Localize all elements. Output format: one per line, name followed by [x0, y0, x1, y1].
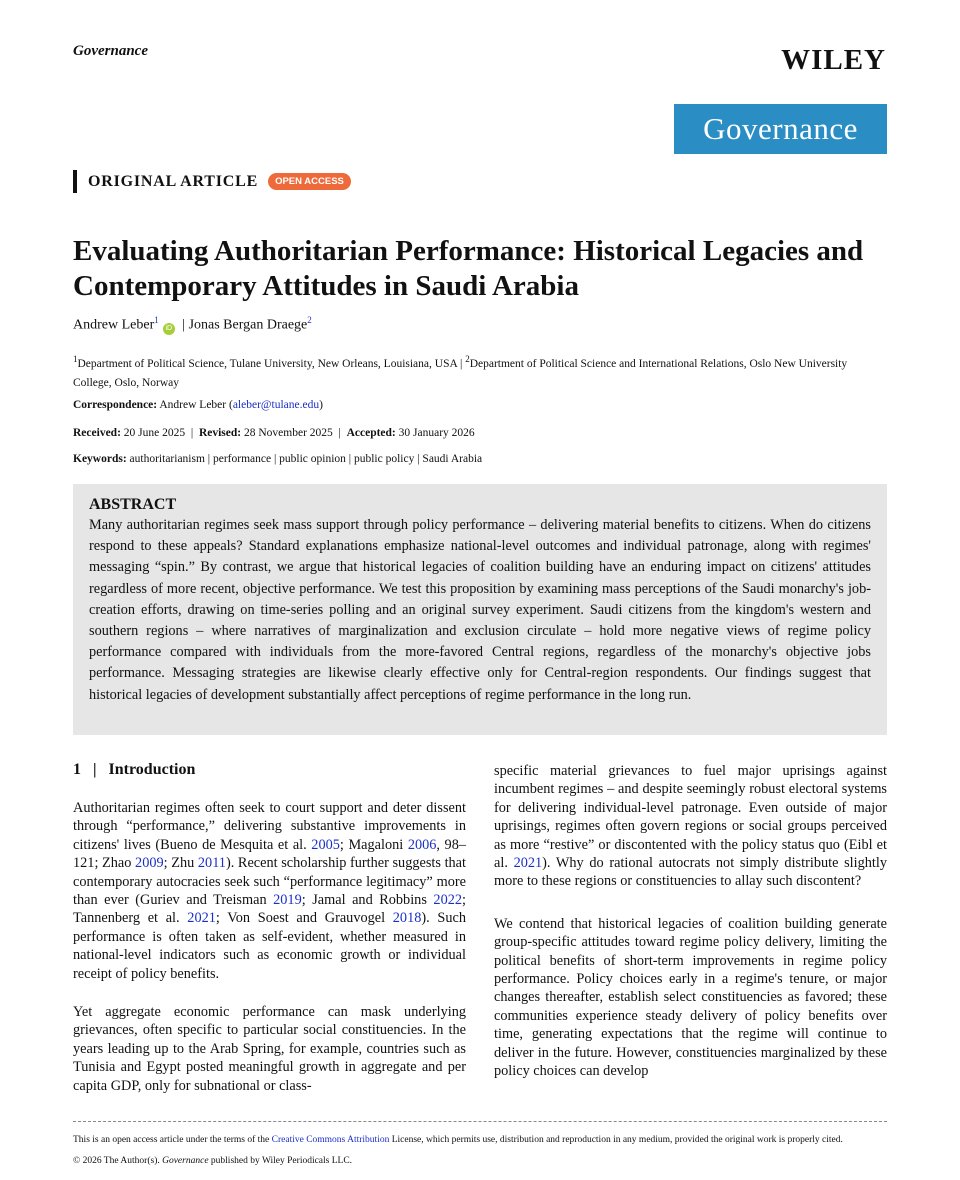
keyword: public policy: [353, 453, 415, 465]
keyword: Saudi Arabia: [422, 453, 483, 465]
right-column: specific material grievances to fuel maj…: [494, 762, 887, 1081]
citation-link[interactable]: 2022: [433, 892, 463, 909]
copyright-journal: Governance: [162, 1156, 209, 1166]
body-paragraph: Yet aggregate economic performance can m…: [73, 1003, 466, 1095]
date-label: Received:: [73, 427, 121, 439]
copyright-text: © 2026 The Author(s).: [73, 1156, 163, 1166]
citation-link[interactable]: 2018: [392, 910, 422, 927]
citation-link[interactable]: 2021: [187, 910, 216, 927]
citation-link[interactable]: 2019: [273, 892, 302, 909]
footer: This is an open access article under the…: [73, 1131, 888, 1170]
affiliation-ref[interactable]: 2: [307, 315, 312, 325]
citation-link[interactable]: 2005: [311, 836, 340, 853]
author-name: Jonas Bergan Draege: [188, 317, 308, 333]
article-title: Evaluating Authoritarian Performance: Hi…: [73, 235, 864, 302]
affiliation-ref[interactable]: 1: [154, 315, 159, 325]
license-text: License, which permits use, distribution…: [389, 1135, 843, 1145]
date-label: Accepted:: [346, 427, 396, 439]
affiliation-number: 1: [73, 354, 78, 364]
article-dates: Received: 20 June 2025 | Revised: 28 Nov…: [73, 427, 475, 439]
section-heading: 1 | Introduction: [73, 761, 196, 778]
article-type-row: ORIGINAL ARTICLE OPEN ACCESS: [73, 170, 351, 193]
article-type-bar: [73, 170, 77, 193]
abstract-text: Many authoritarian regimes seek mass sup…: [89, 517, 871, 703]
body-text: , 98–121; Zhao: [73, 836, 467, 872]
wiley-logo: WILEY: [781, 44, 886, 76]
affiliation: Department of Political Science and Inte…: [73, 357, 848, 389]
keyword: performance: [212, 453, 272, 465]
footer-divider: [73, 1121, 887, 1122]
correspondence-label: Correspondence:: [73, 399, 158, 411]
left-column: Authoritarian regimes often seek to cour…: [73, 799, 466, 1095]
body-paragraph: Authoritarian regimes often seek to cour…: [73, 799, 466, 983]
body-paragraph: We contend that historical legacies of c…: [494, 915, 887, 1081]
date-value: 28 November 2025: [243, 427, 333, 439]
body-text: Authoritarian regimes often seek to cour…: [73, 800, 466, 853]
body-text: ; Tannenberg et al.: [73, 892, 466, 927]
body-text: We contend that historical legacies of c…: [494, 915, 887, 1080]
citation-link[interactable]: 2011: [197, 855, 226, 872]
affiliations: 1Department of Political Science, Tulane…: [73, 354, 848, 389]
copyright-text: published by Wiley Periodicals LLC.: [208, 1156, 353, 1166]
keyword: authoritarianism: [129, 453, 205, 465]
license-note: This is an open access article under the…: [73, 1131, 888, 1149]
section-title: Introduction: [108, 761, 196, 778]
orcid-icon[interactable]: iD: [162, 322, 175, 335]
correspondence-name: Andrew Leber: [159, 399, 227, 411]
open-access-badge: OPEN ACCESS: [268, 173, 351, 190]
body-text: ). Why do rational autocrats not simply …: [494, 855, 888, 890]
copyright: © 2026 The Author(s). Governance publish…: [73, 1152, 888, 1170]
abstract-heading: ABSTRACT: [89, 496, 177, 513]
body-text: ; Jamal and Robbins: [301, 892, 434, 909]
body-text: ). Such performance is often taken as se…: [73, 910, 466, 982]
keyword: public opinion: [279, 453, 346, 465]
citation-link[interactable]: 2006: [407, 836, 437, 853]
author-name: Andrew Leber: [73, 317, 155, 333]
affiliation-number: 2: [465, 354, 470, 364]
article-type: ORIGINAL ARTICLE: [88, 172, 259, 190]
body-paragraph: specific material grievances to fuel maj…: [494, 762, 887, 891]
body-text: specific material grievances to fuel maj…: [494, 763, 887, 872]
body-text: ). Recent scholarship further suggests t…: [73, 855, 467, 909]
keywords: Keywords: authoritarianism | performance…: [73, 453, 483, 465]
email-link[interactable]: aleber@tulane.edu: [232, 399, 320, 411]
citation-link[interactable]: 2009: [135, 855, 164, 872]
body-text: Yet aggregate economic performance can m…: [73, 1004, 466, 1094]
cc-license-link[interactable]: Creative Commons Attribution: [271, 1135, 390, 1145]
body-text: ; Magaloni: [339, 836, 408, 853]
date-label: Revised:: [198, 427, 242, 439]
correspondence: Correspondence: Andrew Leber (aleber@tul…: [73, 399, 323, 411]
affiliation: Department of Political Science, Tulane …: [77, 357, 458, 370]
journal-logo: Governance: [674, 104, 887, 154]
keywords-label: Keywords:: [73, 453, 127, 465]
abstract-box: ABSTRACT Many authoritarian regimes seek…: [73, 484, 887, 735]
date-value: 30 January 2026: [398, 427, 475, 439]
body-text: ; Zhu: [163, 855, 198, 872]
citation-link[interactable]: 2021: [513, 855, 543, 872]
section-number: 1: [73, 761, 81, 778]
date-value: 20 June 2025: [123, 427, 186, 439]
author-list: Andrew Leber1iD | Jonas Bergan Draege2: [73, 315, 312, 335]
body-text: ; Von Soest and Grauvogel: [215, 910, 393, 927]
license-text: This is an open access article under the…: [73, 1135, 272, 1145]
journal-running-head: Governance: [73, 43, 148, 59]
